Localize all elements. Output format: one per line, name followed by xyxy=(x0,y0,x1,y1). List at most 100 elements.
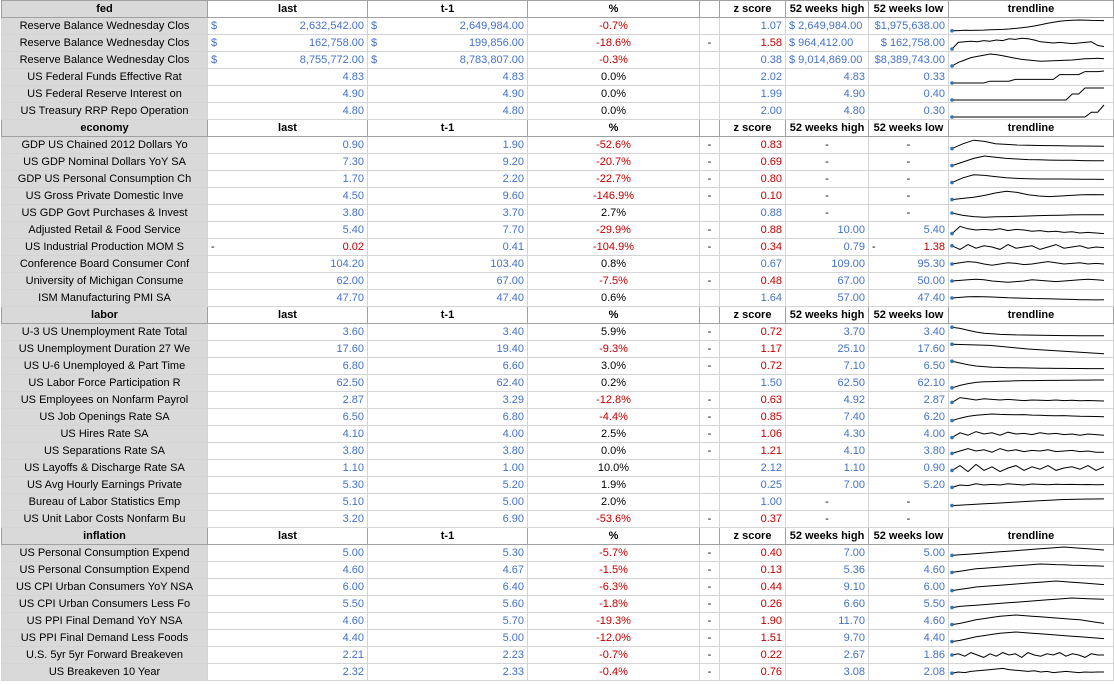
high-52w[interactable]: - xyxy=(785,153,869,171)
percent-change[interactable]: -4.4% xyxy=(527,408,700,426)
prev-value-cell[interactable]: 6.80 xyxy=(367,408,528,426)
z-score[interactable]: 0.37 xyxy=(719,510,786,528)
last-value-cell[interactable]: 47.70 xyxy=(207,289,368,307)
sign-indicator[interactable] xyxy=(699,17,720,35)
trendline-cell[interactable] xyxy=(948,17,1114,35)
trendline-cell[interactable] xyxy=(948,170,1114,188)
high-52w[interactable]: $ 2,649,984.00 xyxy=(785,17,869,35)
high-52w[interactable]: 7.00 xyxy=(785,544,869,562)
column-header-last[interactable]: last xyxy=(207,0,368,18)
last-value-cell[interactable]: 6.00 xyxy=(207,578,368,596)
column-header-prev[interactable]: t-1 xyxy=(367,527,528,545)
column-header-lo[interactable]: 52 weeks low xyxy=(868,0,949,18)
trendline-cell[interactable] xyxy=(948,323,1114,341)
sign-indicator[interactable] xyxy=(699,476,720,494)
indicator-name[interactable]: US CPI Urban Consumers YoY NSA xyxy=(1,578,208,596)
percent-change[interactable]: 2.5% xyxy=(527,425,700,443)
low-52w-cell[interactable]: 4.60 xyxy=(868,612,949,630)
percent-change[interactable]: -52.6% xyxy=(527,136,700,154)
last-value-cell[interactable]: 4.80 xyxy=(207,102,368,120)
prev-value-cell[interactable]: 4.90 xyxy=(367,85,528,103)
last-value-cell[interactable]: 6.80 xyxy=(207,357,368,375)
prev-value-cell[interactable]: 5.70 xyxy=(367,612,528,630)
prev-value-cell[interactable]: 6.90 xyxy=(367,510,528,528)
z-score[interactable]: 0.88 xyxy=(719,221,786,239)
sign-indicator[interactable] xyxy=(699,289,720,307)
low-52w-cell[interactable]: 4.00 xyxy=(868,425,949,443)
percent-change[interactable]: -0.3% xyxy=(527,51,700,69)
percent-change[interactable]: 0.6% xyxy=(527,289,700,307)
low-52w-cell[interactable]: 3.80 xyxy=(868,442,949,460)
column-header-hi[interactable]: 52 weeks high xyxy=(785,0,869,18)
z-score[interactable]: 0.13 xyxy=(719,561,786,579)
high-52w[interactable]: - xyxy=(785,136,869,154)
column-header-hi[interactable]: 52 weeks high xyxy=(785,527,869,545)
percent-change[interactable]: 2.0% xyxy=(527,493,700,511)
sign-indicator[interactable] xyxy=(699,459,720,477)
prev-value-cell[interactable]: 4.83 xyxy=(367,68,528,86)
indicator-name[interactable]: U.S. 5yr 5yr Forward Breakeven xyxy=(1,646,208,664)
high-52w[interactable]: - xyxy=(785,510,869,528)
percent-change[interactable]: 10.0% xyxy=(527,459,700,477)
indicator-name[interactable]: University of Michigan Consume xyxy=(1,272,208,290)
z-score[interactable]: 0.72 xyxy=(719,323,786,341)
trendline-cell[interactable] xyxy=(948,561,1114,579)
z-score[interactable]: 2.00 xyxy=(719,102,786,120)
indicator-name[interactable]: US Avg Hourly Earnings Private xyxy=(1,476,208,494)
last-value-cell[interactable]: 3.80 xyxy=(207,442,368,460)
percent-change[interactable]: -29.9% xyxy=(527,221,700,239)
indicator-name[interactable]: US Separations Rate SA xyxy=(1,442,208,460)
percent-change[interactable]: -146.9% xyxy=(527,187,700,205)
prev-value-cell[interactable]: 103.40 xyxy=(367,255,528,273)
indicator-name[interactable]: U-3 US Unemployment Rate Total xyxy=(1,323,208,341)
prev-value-cell[interactable]: 6.60 xyxy=(367,357,528,375)
trendline-cell[interactable] xyxy=(948,476,1114,494)
low-52w-cell[interactable]: 0.30 xyxy=(868,102,949,120)
indicator-name[interactable]: GDP US Chained 2012 Dollars Yo xyxy=(1,136,208,154)
last-value-cell[interactable]: - 0.02 xyxy=(207,238,368,256)
trendline-cell[interactable] xyxy=(948,357,1114,375)
last-value-cell[interactable]: 4.40 xyxy=(207,629,368,647)
indicator-name[interactable]: US Federal Reserve Interest on xyxy=(1,85,208,103)
section-title[interactable]: economy xyxy=(1,119,208,137)
z-score[interactable]: 1.06 xyxy=(719,425,786,443)
low-52w-cell[interactable]: 6.20 xyxy=(868,408,949,426)
trendline-cell[interactable] xyxy=(948,255,1114,273)
indicator-name[interactable]: Adjusted Retail & Food Service xyxy=(1,221,208,239)
sign-indicator[interactable]: - xyxy=(699,136,720,154)
last-value-cell[interactable]: 0.90 xyxy=(207,136,368,154)
trendline-cell[interactable] xyxy=(948,459,1114,477)
trendline-cell[interactable] xyxy=(948,646,1114,664)
low-52w-cell[interactable]: 5.50 xyxy=(868,595,949,613)
z-score[interactable]: 1.00 xyxy=(719,493,786,511)
low-52w-cell[interactable]: 2.87 xyxy=(868,391,949,409)
column-header-z[interactable]: z score xyxy=(719,306,786,324)
percent-change[interactable]: -1.5% xyxy=(527,561,700,579)
trendline-cell[interactable] xyxy=(948,408,1114,426)
prev-value-cell[interactable]: 7.70 xyxy=(367,221,528,239)
indicator-name[interactable]: US Personal Consumption Expend xyxy=(1,561,208,579)
percent-change[interactable]: -22.7% xyxy=(527,170,700,188)
high-52w[interactable]: 7.40 xyxy=(785,408,869,426)
z-score[interactable]: 1.51 xyxy=(719,629,786,647)
percent-change[interactable]: -19.3% xyxy=(527,612,700,630)
last-value-cell[interactable]: $162,758.00 xyxy=(207,34,368,52)
z-score[interactable]: 0.26 xyxy=(719,595,786,613)
sign-indicator[interactable]: - xyxy=(699,612,720,630)
percent-change[interactable]: -20.7% xyxy=(527,153,700,171)
last-value-cell[interactable]: 1.70 xyxy=(207,170,368,188)
z-score[interactable]: 0.88 xyxy=(719,204,786,222)
high-52w[interactable]: 10.00 xyxy=(785,221,869,239)
last-value-cell[interactable]: 5.00 xyxy=(207,544,368,562)
indicator-name[interactable]: US Unit Labor Costs Nonfarm Bu xyxy=(1,510,208,528)
percent-change[interactable]: 0.0% xyxy=(527,102,700,120)
high-52w[interactable]: 9.70 xyxy=(785,629,869,647)
last-value-cell[interactable]: 4.60 xyxy=(207,612,368,630)
high-52w[interactable]: 6.60 xyxy=(785,595,869,613)
high-52w[interactable]: 25.10 xyxy=(785,340,869,358)
sign-indicator[interactable] xyxy=(699,204,720,222)
trendline-cell[interactable] xyxy=(948,340,1114,358)
column-header-pct[interactable]: % xyxy=(527,0,700,18)
column-header-last[interactable]: last xyxy=(207,119,368,137)
trendline-cell[interactable] xyxy=(948,289,1114,307)
